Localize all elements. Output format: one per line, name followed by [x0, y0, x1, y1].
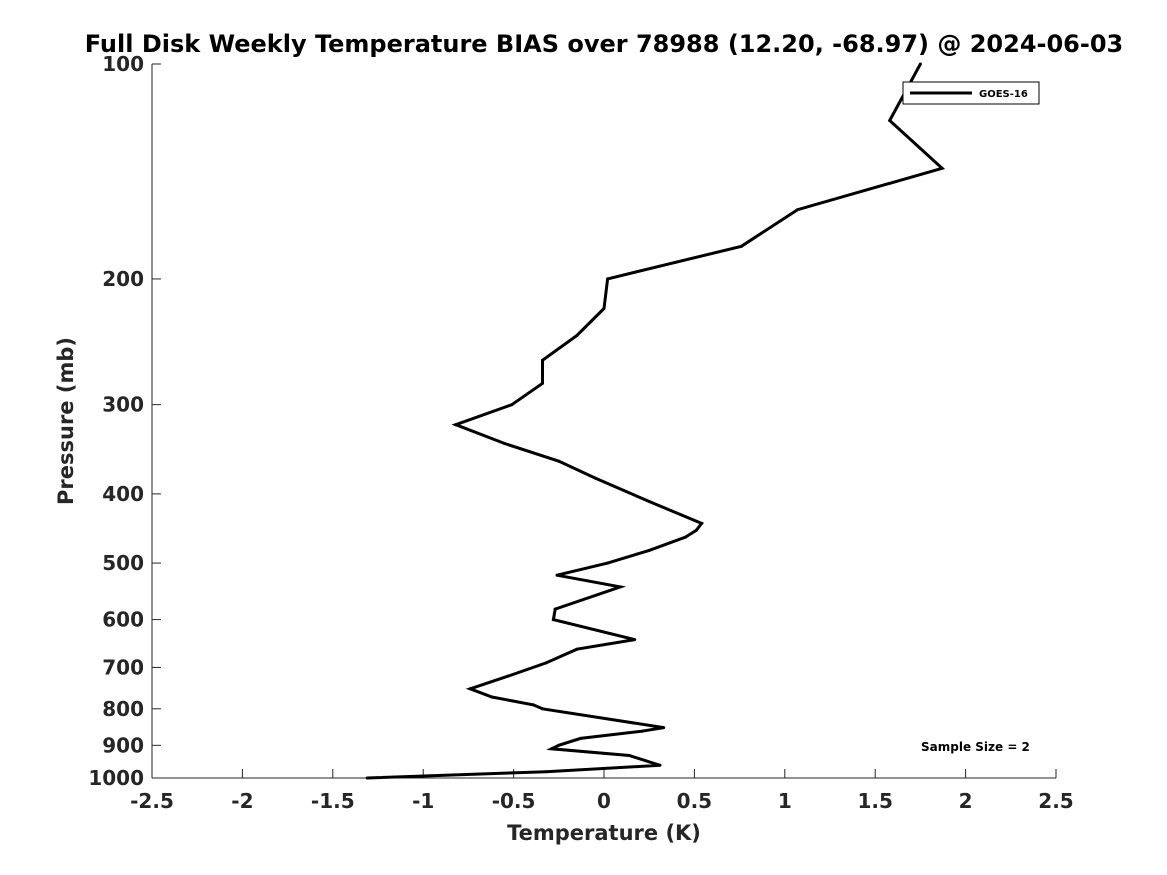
data-point — [640, 729, 644, 733]
data-point — [490, 695, 494, 699]
data-point — [541, 381, 544, 385]
y-tick-label: 300 — [102, 393, 144, 417]
data-point — [647, 548, 651, 552]
x-tick-label: -2 — [231, 789, 253, 813]
y-tick-label: 1000 — [88, 766, 144, 790]
data-point — [918, 62, 922, 66]
data-point — [551, 618, 555, 622]
data-point — [647, 500, 651, 503]
data-point — [579, 736, 582, 740]
x-ticks: -2.5 -2 -1.5 -1 -0.5 0 0.5 1 1.5 2 2.5 — [130, 769, 1074, 813]
x-tick-label: 1.5 — [857, 789, 892, 813]
data-point — [550, 747, 554, 751]
data-point — [694, 528, 698, 532]
series-line-goes-16 — [367, 63, 946, 780]
data-point — [532, 703, 535, 707]
legend-label: GOES-16 — [979, 89, 1028, 100]
x-tick-label: -2.5 — [130, 789, 174, 813]
data-point — [575, 647, 579, 651]
x-tick-label: 2.5 — [1038, 789, 1073, 813]
data-point — [506, 674, 510, 678]
data-point — [700, 521, 704, 525]
data-point — [510, 403, 514, 407]
y-tick-label: 100 — [102, 52, 144, 76]
data-point — [796, 208, 799, 212]
data-point — [555, 573, 559, 577]
data-point — [557, 743, 561, 747]
series-layer — [365, 62, 946, 780]
y-tick-label: 600 — [102, 608, 144, 632]
sample-size-annotation: Sample Size = 2 — [921, 740, 1030, 754]
x-tick-label: -1.5 — [311, 789, 355, 813]
data-point — [557, 459, 561, 463]
data-point — [575, 334, 579, 337]
y-tick-label: 900 — [102, 733, 144, 757]
data-point — [553, 607, 557, 611]
y-axis-label: Pressure (mb) — [54, 337, 78, 505]
y-ticks: 100 200 300 400 500 600 700 800 900 1000 — [88, 52, 161, 790]
data-point — [593, 476, 597, 480]
data-point — [454, 423, 458, 427]
x-axis-label: Temperature (K) — [507, 821, 701, 845]
data-point — [658, 763, 662, 767]
y-tick-label: 700 — [102, 655, 144, 679]
y-tick-label: 800 — [102, 697, 144, 721]
data-point — [662, 726, 666, 730]
x-tick-label: 0.5 — [677, 789, 712, 813]
y-tick-label: 500 — [102, 551, 144, 575]
data-point — [618, 585, 622, 589]
data-point — [606, 561, 610, 565]
data-point — [365, 776, 369, 780]
data-point — [606, 277, 610, 281]
data-point — [633, 638, 637, 642]
data-point — [503, 442, 507, 445]
x-tick-label: 2 — [959, 789, 973, 813]
x-tick-label: 1 — [778, 789, 792, 813]
data-point — [541, 707, 544, 711]
data-point — [544, 661, 548, 665]
data-point — [683, 535, 687, 539]
x-tick-label: 0 — [597, 789, 611, 813]
series-points — [365, 62, 944, 780]
data-point — [940, 166, 944, 170]
data-point — [602, 307, 606, 310]
legend: GOES-16 — [902, 81, 1040, 105]
data-point — [541, 358, 544, 362]
data-point — [739, 244, 743, 248]
chart-title: Full Disk Weekly Temperature BIAS over 7… — [85, 30, 1124, 58]
y-tick-label: 200 — [102, 267, 144, 291]
data-point — [627, 754, 631, 757]
data-point — [544, 770, 548, 774]
x-tick-label: -0.5 — [492, 789, 536, 813]
data-point — [468, 687, 472, 691]
x-tick-label: -1 — [412, 789, 434, 813]
y-tick-label: 400 — [102, 482, 144, 506]
data-point — [888, 119, 892, 122]
